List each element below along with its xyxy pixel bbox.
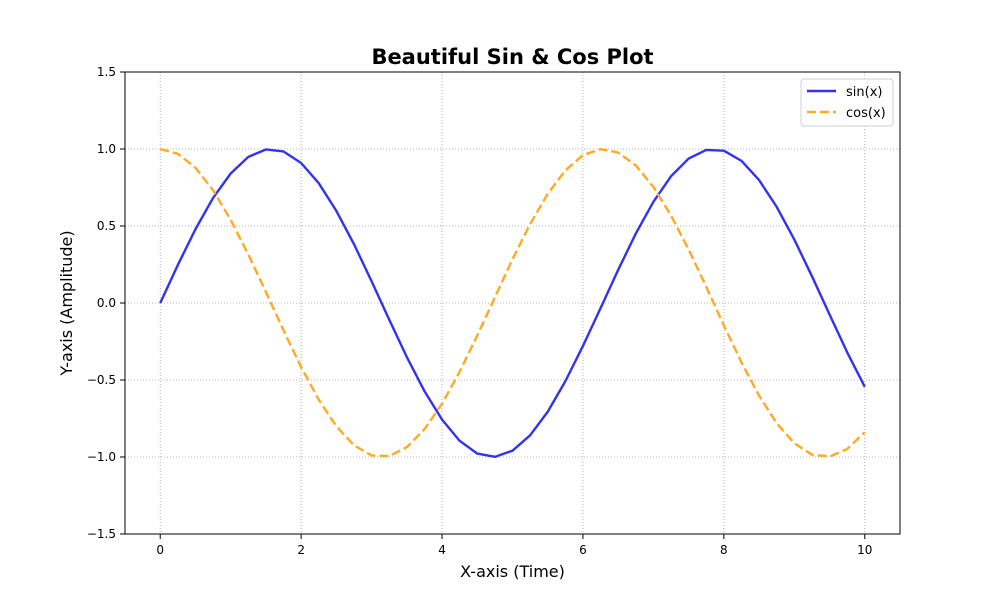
chart-title: Beautiful Sin & Cos Plot	[371, 45, 653, 69]
series-group	[159, 147, 866, 459]
y-tick-label: 0.5	[97, 219, 116, 233]
y-tick-label: −0.5	[87, 373, 116, 387]
x-axis-title: X-axis (Time)	[460, 562, 565, 581]
x-axis: 0 2 4 6 8 10	[156, 534, 872, 557]
grid	[125, 71, 900, 535]
x-tick-label: 0	[156, 543, 164, 557]
y-tick-label: −1.5	[87, 527, 116, 541]
legend-label: sin(x)	[846, 85, 882, 100]
legend-label: cos(x)	[846, 106, 886, 121]
x-tick-label: 8	[720, 543, 728, 557]
series-line-sin	[159, 148, 866, 459]
y-tick-label: −1.0	[87, 450, 116, 464]
x-tick-label: 2	[297, 543, 305, 557]
y-axis-title: Y-axis (Amplitude)	[57, 230, 76, 376]
y-tick-label: 0.0	[97, 296, 116, 310]
legend: sin(x) cos(x)	[800, 78, 894, 127]
y-tick-label: 1.5	[97, 65, 116, 79]
x-tick-label: 4	[438, 543, 446, 557]
x-tick-label: 10	[857, 543, 872, 557]
series-line-cos	[159, 147, 866, 458]
y-tick-label: 1.0	[97, 142, 116, 156]
y-axis: −1.5 −1.0 −0.5 0.0 0.5 1.0 1.5	[87, 65, 125, 541]
x-tick-label: 6	[579, 543, 587, 557]
